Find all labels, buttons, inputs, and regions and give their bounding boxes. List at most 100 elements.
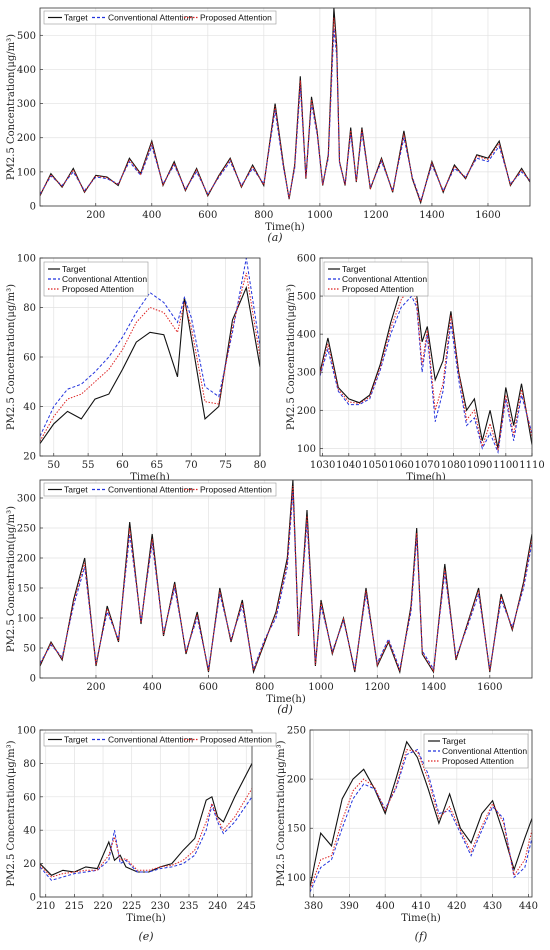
y-axis-label: PM2.5 Concentration(μg/m³) <box>6 506 17 652</box>
y-tick-label: 100 <box>287 873 306 884</box>
legend-box <box>43 732 277 747</box>
y-tick-label: 500 <box>17 31 36 42</box>
y-tick-label: 300 <box>17 99 36 110</box>
x-axis-label: Time(h) <box>265 222 305 233</box>
panel-caption: (d) <box>277 703 293 716</box>
legend-label-target: Target <box>64 485 88 495</box>
legend-box <box>423 733 529 769</box>
plot-frame <box>39 729 253 898</box>
legend-label-conventional: Conventional Attention <box>442 746 527 756</box>
series-line-proposed <box>40 485 532 673</box>
series-line-target <box>320 263 532 449</box>
x-tick-label: 200 <box>86 210 105 221</box>
x-tick-label: 1040 <box>336 460 361 471</box>
x-tick-label: 1070 <box>415 460 440 471</box>
y-tick-label: 150 <box>17 584 36 595</box>
x-tick-label: 225 <box>122 901 141 912</box>
y-tick-label: 500 <box>297 292 316 303</box>
series-line-target <box>310 740 532 888</box>
y-tick-label: 250 <box>287 726 306 737</box>
x-tick-label: 1000 <box>307 210 332 221</box>
legend-box <box>43 10 277 25</box>
x-tick-label: 55 <box>82 460 95 471</box>
x-tick-label: 65 <box>151 460 164 471</box>
x-tick-label: 440 <box>519 901 538 912</box>
chart-panel-6: 380 390 400 410 420 430 440 100 150 200 250 Time(h)… <box>276 726 538 944</box>
y-tick-label: 150 <box>287 824 306 835</box>
x-tick-label: 1060 <box>388 460 413 471</box>
plot-frame <box>309 729 533 898</box>
legend-label-proposed: Proposed Attention <box>342 284 414 294</box>
x-tick-label: 1110 <box>519 460 544 471</box>
y-tick-label: 80 <box>23 303 36 314</box>
x-tick-label: 1600 <box>477 682 502 693</box>
legend-label-conventional: Conventional Attention <box>62 274 147 284</box>
series-line-conventional <box>40 28 530 203</box>
x-tick-label: 210 <box>36 901 55 912</box>
y-axis-label: PM2.5 Concentration(μg/m³) <box>6 284 17 430</box>
y-tick-label: 300 <box>297 368 316 379</box>
chart-panel-2: 50 55 60 65 70 75 80 20 40 60 80 100 Time(h) PM2.5 Co… <box>6 254 266 497</box>
x-tick-label: 400 <box>376 901 395 912</box>
legend-label-conventional: Conventional Attention <box>108 485 193 495</box>
y-tick-label: 200 <box>287 775 306 786</box>
x-tick-label: 1050 <box>362 460 387 471</box>
y-tick-label: 600 <box>297 254 316 265</box>
legend-box <box>323 261 429 297</box>
legend-box <box>43 261 149 297</box>
x-tick-label: 220 <box>93 901 112 912</box>
x-tick-label: 1200 <box>365 682 390 693</box>
x-tick-label: 235 <box>179 901 198 912</box>
plot-frame <box>39 7 531 207</box>
y-tick-label: 200 <box>297 406 316 417</box>
series-line-target <box>40 763 252 876</box>
x-tick-label: 1200 <box>363 210 388 221</box>
series-line-proposed <box>40 17 530 204</box>
x-axis-label: Time(h) <box>126 913 166 924</box>
panel-caption: (e) <box>138 930 153 943</box>
y-tick-label: 100 <box>297 444 316 455</box>
y-tick-label: 0 <box>30 893 36 904</box>
x-tick-label: 1100 <box>493 460 518 471</box>
x-tick-label: 200 <box>86 682 105 693</box>
y-tick-label: 20 <box>23 452 36 463</box>
x-tick-label: 390 <box>340 901 359 912</box>
series-line-target <box>40 285 260 444</box>
y-tick-label: 60 <box>23 792 36 803</box>
chart-panel-4: 200 400 600 800 1000 1200 1400 1600 0 50 100 150 200… <box>6 479 533 716</box>
y-tick-label: 50 <box>23 644 36 655</box>
x-tick-label: 600 <box>199 682 218 693</box>
legend-label-target: Target <box>64 13 88 23</box>
y-tick-label: 20 <box>23 859 36 870</box>
x-tick-label: 1400 <box>421 682 446 693</box>
x-tick-label: 1600 <box>475 210 500 221</box>
x-tick-label: 60 <box>116 460 129 471</box>
panel-caption: (f) <box>415 930 428 943</box>
y-axis-label: PM2.5 Concentration(μg/m³) <box>276 740 287 886</box>
x-tick-label: 75 <box>219 460 232 471</box>
y-tick-label: 80 <box>23 759 36 770</box>
y-tick-label: 400 <box>297 330 316 341</box>
plot-frame <box>319 257 533 457</box>
y-tick-label: 0 <box>30 202 36 213</box>
x-axis-label: Time(h) <box>401 913 441 924</box>
legend-label-proposed: Proposed Attention <box>200 13 272 23</box>
y-tick-label: 60 <box>23 353 36 364</box>
legend-label-conventional: Conventional Attention <box>108 13 193 23</box>
series-line-conventional <box>320 295 532 455</box>
plot-frame <box>39 257 261 457</box>
plot-frame <box>39 479 533 679</box>
legend-label-conventional: Conventional Attention <box>108 735 193 745</box>
x-tick-label: 230 <box>151 901 170 912</box>
y-tick-label: 100 <box>17 254 36 265</box>
series-line-proposed <box>320 283 532 451</box>
legend-label-target: Target <box>64 735 88 745</box>
series-line-proposed <box>310 749 532 890</box>
y-tick-label: 200 <box>17 133 36 144</box>
legend-label-target: Target <box>62 264 86 274</box>
